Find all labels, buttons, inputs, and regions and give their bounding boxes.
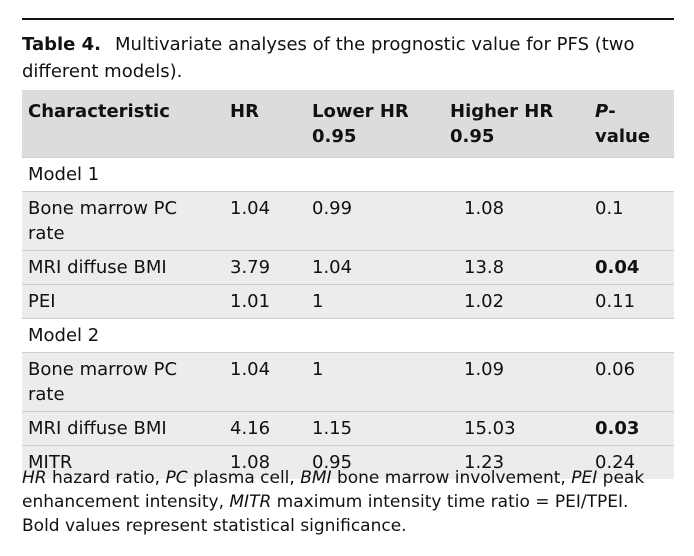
cell-p-value: 0.11 xyxy=(589,284,674,319)
header-higher-hr: Higher HR 0.95 xyxy=(450,101,554,147)
cell-hr: 1.01 xyxy=(224,284,306,319)
cell-p-value: 0.1 xyxy=(589,191,674,251)
fn-mitr-def: maximum intensity time ratio = PEI/TPEI. xyxy=(271,492,629,512)
cell-lower-hr: 0.95 xyxy=(306,445,444,479)
cell-hr: 1.08 xyxy=(224,445,306,479)
cell-p-value: 0.24 xyxy=(589,445,674,479)
header-p-value: P-value xyxy=(589,90,674,158)
table-row: Bone marrow PC rate 1.04 0.99 1.08 0.1 xyxy=(22,191,674,251)
cell-hr: 4.16 xyxy=(224,411,306,446)
section-title: Model 2 xyxy=(22,318,674,353)
fn-pei-abbr: PEI xyxy=(571,468,598,488)
cell-higher-hr: 1.08 xyxy=(444,191,589,251)
table-row: MITR 1.08 0.95 1.23 0.24 xyxy=(22,445,674,479)
header-row: Characteristic HR Lower HR 0.95 Higher H… xyxy=(22,90,674,158)
cell-higher-hr: 13.8 xyxy=(444,250,589,285)
cell-characteristic: Bone marrow PC rate xyxy=(22,191,224,251)
section-row: Model 2 xyxy=(22,318,674,353)
cell-p-value: 0.03 xyxy=(589,411,674,446)
cell-p-value: 0.06 xyxy=(589,352,674,412)
cell-p-value: 0.04 xyxy=(589,250,674,285)
cell-higher-hr: 15.03 xyxy=(444,411,589,446)
table-row: Bone marrow PC rate 1.04 1 1.09 0.06 xyxy=(22,352,674,412)
section-row: Model 1 xyxy=(22,157,674,192)
fn-significance: Bold values represent statistical signif… xyxy=(22,516,407,536)
cell-higher-hr: 1.23 xyxy=(444,445,589,479)
cell-lower-hr: 1.15 xyxy=(306,411,444,446)
cell-lower-hr: 1 xyxy=(306,284,444,319)
cell-characteristic: MRI diffuse BMI xyxy=(22,411,224,446)
fn-hr-abbr: HR xyxy=(22,468,47,488)
cell-characteristic: MITR xyxy=(22,445,224,479)
fn-pc-abbr: PC xyxy=(165,468,188,488)
cell-lower-hr: 0.99 xyxy=(306,191,444,251)
header-p-suffix: -value xyxy=(595,101,651,147)
cell-characteristic: MRI diffuse BMI xyxy=(22,250,224,285)
table-caption: Table 4. Multivariate analyses of the pro… xyxy=(22,31,674,85)
top-rule xyxy=(22,18,674,20)
cell-hr: 1.04 xyxy=(224,352,306,412)
table-label: Table 4. xyxy=(22,34,101,55)
section-title: Model 1 xyxy=(22,157,674,192)
cell-lower-hr: 1 xyxy=(306,352,444,412)
table-row: MRI diffuse BMI 3.79 1.04 13.8 0.04 xyxy=(22,250,674,285)
table-container: Characteristic HR Lower HR 0.95 Higher H… xyxy=(22,90,674,479)
table-row: PEI 1.01 1 1.02 0.11 xyxy=(22,284,674,319)
cell-characteristic: PEI xyxy=(22,284,224,319)
cell-hr: 3.79 xyxy=(224,250,306,285)
cell-higher-hr: 1.09 xyxy=(444,352,589,412)
table-footnote: HR hazard ratio, PC plasma cell, BMI bon… xyxy=(22,466,674,538)
fn-pei-def: peak enhancement intensity, xyxy=(22,468,645,512)
fn-pc-def: plasma cell, xyxy=(187,468,301,488)
results-table: Characteristic HR Lower HR 0.95 Higher H… xyxy=(22,90,674,479)
header-characteristic: Characteristic xyxy=(28,101,170,122)
caption-text: Multivariate analyses of the prognostic … xyxy=(22,34,635,82)
cell-higher-hr: 1.02 xyxy=(444,284,589,319)
fn-hr-def: hazard ratio, xyxy=(46,468,166,488)
cell-lower-hr: 1.04 xyxy=(306,250,444,285)
header-hr: HR xyxy=(230,101,259,122)
fn-bmi-def: bone marrow involvement, xyxy=(331,468,572,488)
table-body: Model 1 Bone marrow PC rate 1.04 0.99 1.08 0.… xyxy=(22,157,674,479)
header-p-italic: P xyxy=(595,101,609,122)
fn-bmi-abbr: BMI xyxy=(300,468,332,488)
table-row: MRI diffuse BMI 4.16 1.15 15.03 0.03 xyxy=(22,411,674,446)
cell-hr: 1.04 xyxy=(224,191,306,251)
header-lower-hr: Lower HR 0.95 xyxy=(312,101,409,147)
cell-characteristic: Bone marrow PC rate xyxy=(22,352,224,412)
fn-mitr-abbr: MITR xyxy=(229,492,272,512)
